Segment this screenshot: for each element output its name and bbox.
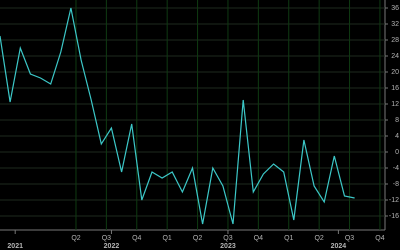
y-tick-label: 32 xyxy=(391,21,399,28)
x-tick-label: Q4 xyxy=(254,235,263,242)
x-tick-label: Q2 xyxy=(193,235,202,242)
y-tick-label: -16 xyxy=(389,213,399,220)
y-tick-label: -12 xyxy=(389,197,399,204)
y-tick-label: -8 xyxy=(393,181,399,188)
y-tick-label: 8 xyxy=(395,117,399,124)
y-tick-label: -4 xyxy=(393,165,399,172)
y-tick-label: 16 xyxy=(391,85,399,92)
y-tick-label: 20 xyxy=(391,69,399,76)
y-tick-label: 28 xyxy=(391,37,399,44)
x-year-label: 2022 xyxy=(104,243,120,250)
y-tick-label: 36 xyxy=(391,5,399,12)
y-tick-label: 4 xyxy=(395,133,399,140)
x-tick-label: Q2 xyxy=(71,235,80,242)
x-tick-label: Q3 xyxy=(223,235,232,242)
x-tick-label: Q4 xyxy=(375,235,384,242)
x-year-label: 2021 xyxy=(7,243,23,250)
y-tick-label: 24 xyxy=(391,53,399,60)
x-tick-label: Q1 xyxy=(162,235,171,242)
x-tick-label: Q3 xyxy=(345,235,354,242)
x-year-label: 2024 xyxy=(331,243,347,250)
x-tick-label: Q2 xyxy=(314,235,323,242)
y-tick-label: 0 xyxy=(395,149,399,156)
x-tick-label: Q3 xyxy=(102,235,111,242)
data-line xyxy=(0,7,355,225)
x-tick-label: Q1 xyxy=(284,235,293,242)
y-tick-label: 12 xyxy=(391,101,399,108)
x-tick-label: Q4 xyxy=(132,235,141,242)
plot-area xyxy=(0,0,385,230)
x-year-label: 2023 xyxy=(220,243,236,250)
